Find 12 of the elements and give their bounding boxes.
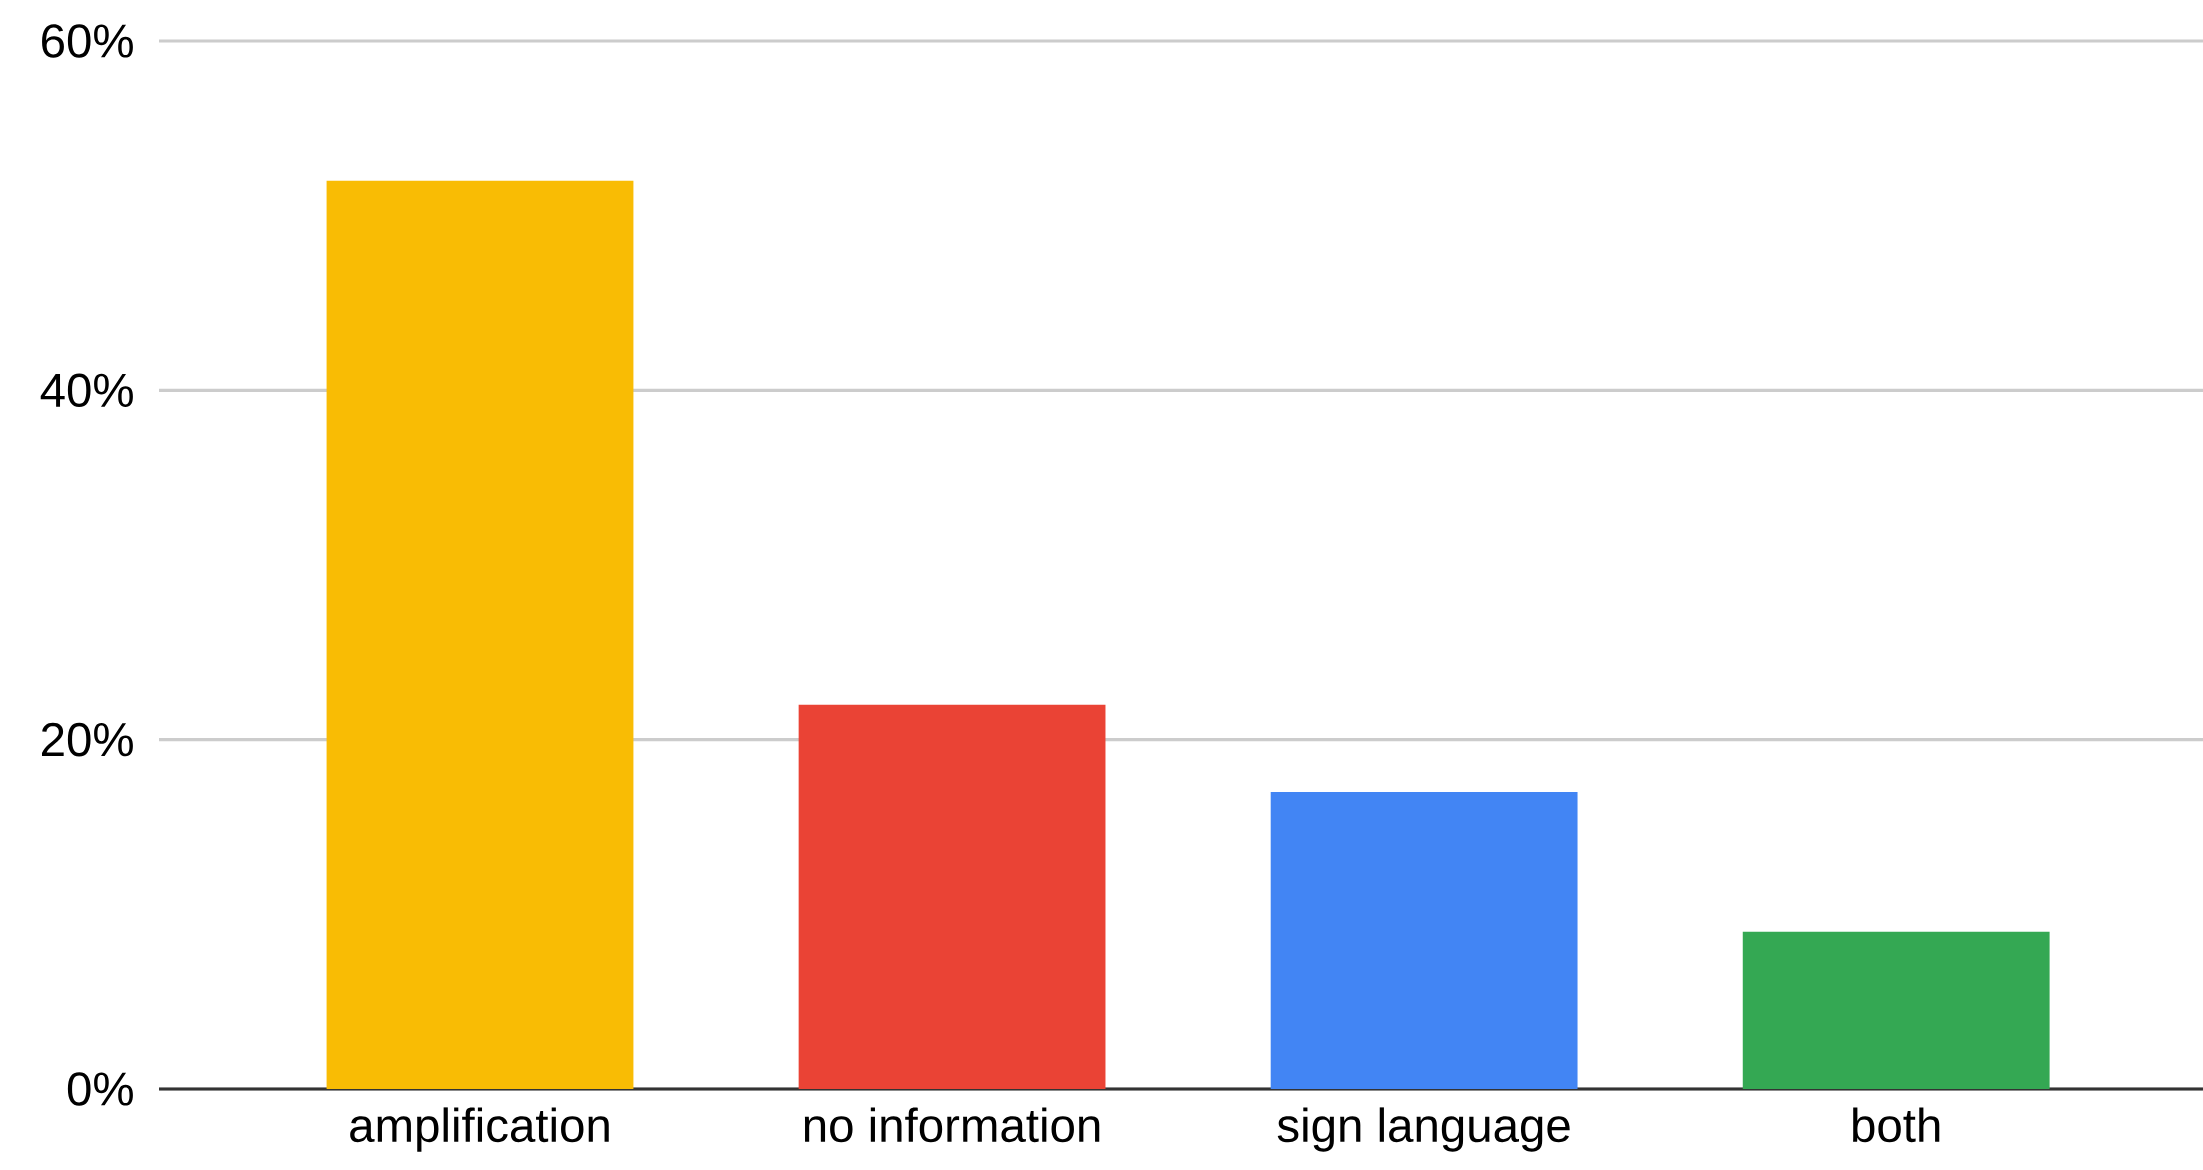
bar xyxy=(326,180,634,1089)
x-tick-label: no information xyxy=(804,1107,1100,1143)
y-tick-label: 60% xyxy=(42,24,133,58)
x-tick-label: sign language xyxy=(1277,1107,1570,1152)
y-tick-label: 20% xyxy=(41,722,133,757)
y-tick-label: 0% xyxy=(67,1072,133,1106)
x-tick-label: amplification xyxy=(350,1107,609,1152)
bar xyxy=(1270,792,1578,1089)
bar xyxy=(1742,931,2050,1089)
x-tick-label: both xyxy=(1853,1107,1940,1143)
bar xyxy=(798,704,1106,1089)
y-tick-label: 40% xyxy=(40,373,133,408)
